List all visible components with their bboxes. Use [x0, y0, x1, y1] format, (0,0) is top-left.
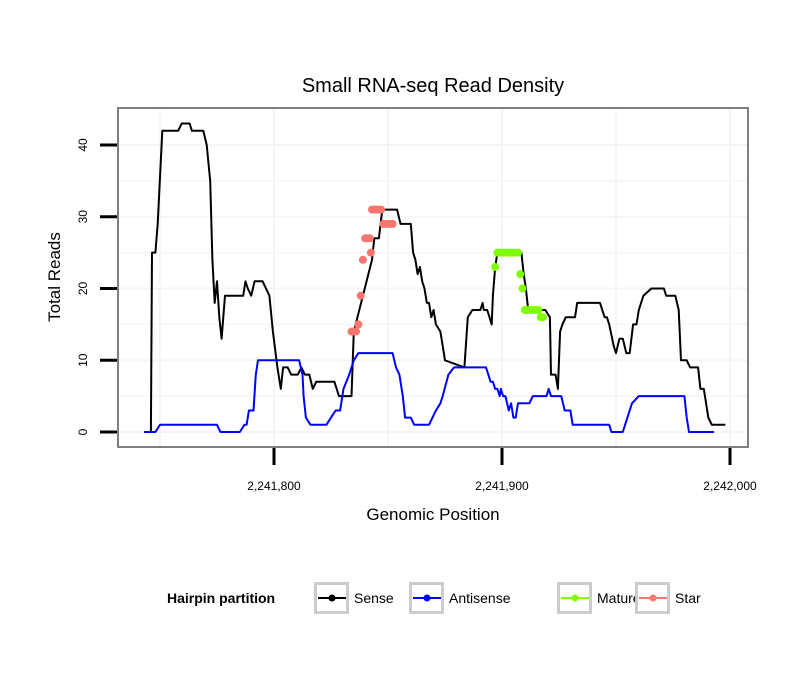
- point-star: [377, 205, 386, 214]
- legend-key-point: [571, 594, 579, 602]
- legend-item-star: Star: [635, 582, 701, 614]
- point-star: [352, 327, 361, 336]
- legend-label: Antisense: [449, 590, 511, 606]
- point-star: [354, 320, 363, 329]
- series-layer: [144, 122, 726, 433]
- legend: Hairpin partition Sense Antisense Mature St…: [167, 582, 701, 614]
- legend-item-sense: Sense: [314, 582, 394, 614]
- point-mature: [518, 284, 527, 293]
- x-axis-title: Genomic Position: [366, 505, 499, 524]
- point-mature: [516, 270, 525, 279]
- point-mature: [534, 306, 543, 315]
- y-tick-label: 20: [76, 282, 90, 296]
- legend-label: Star: [675, 590, 701, 606]
- y-tick-label: 40: [76, 138, 90, 152]
- y-axis: 0 10 20 30 40: [76, 138, 117, 435]
- y-tick-label: 30: [76, 210, 90, 224]
- point-mature: [513, 248, 522, 257]
- point-star: [388, 219, 397, 228]
- point-mature: [491, 262, 500, 271]
- legend-label: Sense: [354, 590, 394, 606]
- x-tick-label: 2,241,900: [475, 479, 529, 493]
- point-mature: [539, 313, 548, 322]
- legend-title: Hairpin partition: [167, 590, 275, 606]
- chart-title: Small RNA-seq Read Density: [302, 75, 564, 97]
- y-tick-label: 10: [76, 353, 90, 367]
- x-tick-label: 2,242,000: [703, 479, 757, 493]
- legend-item-antisense: Antisense: [409, 582, 511, 614]
- legend-item-mature: Mature: [557, 582, 641, 614]
- point-star: [366, 248, 375, 257]
- point-star: [365, 234, 374, 243]
- x-axis: 2,241,800 2,241,900 2,242,000: [247, 448, 757, 493]
- y-tick-label: 0: [76, 428, 90, 435]
- series-line-antisense: [144, 352, 714, 433]
- legend-key-point: [423, 594, 431, 602]
- point-star: [356, 291, 365, 300]
- series-line-sense: [144, 122, 726, 433]
- legend-key-point: [328, 594, 336, 602]
- legend-label: Mature: [597, 590, 641, 606]
- x-tick-label: 2,241,800: [247, 479, 301, 493]
- legend-key-point: [649, 594, 657, 602]
- plot-panel: [117, 107, 749, 448]
- y-axis-title: Total Reads: [45, 232, 64, 322]
- point-star: [358, 255, 367, 264]
